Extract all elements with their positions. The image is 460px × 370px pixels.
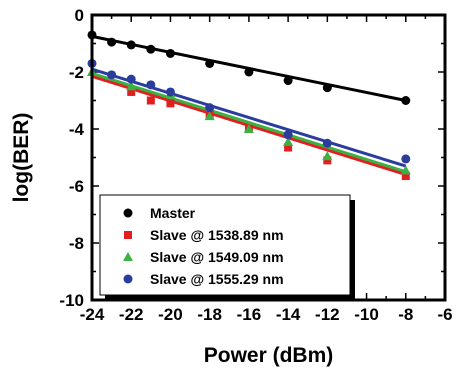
data-point — [205, 103, 215, 113]
x-tick-label: -18 — [197, 305, 222, 324]
x-tick-label: -16 — [237, 305, 262, 324]
y-tick-label: -8 — [69, 234, 84, 253]
x-tick-label: -14 — [276, 305, 301, 324]
data-point — [401, 172, 410, 181]
data-point — [205, 58, 215, 68]
y-tick-label: -2 — [69, 63, 84, 82]
y-tick-label: -10 — [59, 291, 84, 310]
x-tick-label: -10 — [354, 305, 379, 324]
data-point — [322, 151, 333, 161]
data-point — [401, 96, 411, 105]
x-tick-label: -20 — [158, 305, 183, 324]
data-point — [126, 74, 136, 84]
data-point — [127, 87, 136, 96]
data-point — [283, 76, 293, 86]
data-markers — [87, 30, 411, 181]
fit-line — [91, 71, 407, 174]
y-axis-title: log(BER) — [10, 113, 33, 203]
x-tick-label: -6 — [437, 305, 452, 324]
legend-marker — [123, 274, 133, 284]
fit-lines — [91, 34, 407, 177]
x-tick-label: -12 — [315, 305, 340, 324]
legend-box — [99, 194, 351, 296]
legend-marker — [123, 208, 133, 218]
data-point — [166, 99, 175, 108]
x-axis-title: Power (dBm) — [204, 344, 334, 367]
legend-marker — [124, 231, 132, 239]
legend-label: Slave @ 1555.29 nm — [150, 271, 284, 287]
data-point — [244, 67, 254, 77]
legend-marker — [123, 252, 133, 261]
data-point — [146, 44, 156, 54]
plot-frame — [90, 13, 447, 302]
data-point — [400, 165, 411, 175]
x-tick-label: -8 — [398, 305, 413, 324]
legend-label: Master — [150, 205, 196, 221]
y-tick-label: -4 — [69, 120, 85, 139]
legend: Master Slave @ 1538.89 nm Slave @ 1549.09 … — [99, 194, 355, 300]
legend-label: Slave @ 1538.89 nm — [150, 227, 284, 243]
data-point — [165, 87, 175, 97]
data-point — [243, 124, 254, 133]
data-point — [107, 37, 117, 47]
data-point — [204, 111, 215, 121]
fit-line — [91, 67, 407, 168]
y-tick-label: -6 — [69, 177, 84, 196]
data-point — [322, 138, 332, 148]
data-point — [283, 130, 293, 140]
data-point — [146, 80, 156, 90]
data-point — [126, 81, 137, 91]
legend-label: Slave @ 1549.09 nm — [150, 249, 284, 265]
data-point — [126, 40, 136, 50]
data-point — [284, 143, 293, 152]
data-point — [283, 136, 294, 146]
data-point — [322, 83, 332, 93]
data-point — [401, 154, 411, 164]
x-tick-label: -24 — [80, 305, 105, 324]
data-point — [165, 48, 175, 58]
data-point — [323, 156, 332, 165]
x-tick-label: -22 — [119, 305, 144, 324]
tick-labels: -24 -22 -20 -18 -16 -14 -12 -10 -8 -6 0 -2 -4 -6 -8 -10 — [59, 6, 452, 324]
data-point — [107, 70, 117, 80]
y-tick-label: 0 — [75, 6, 84, 25]
data-point — [146, 96, 155, 105]
